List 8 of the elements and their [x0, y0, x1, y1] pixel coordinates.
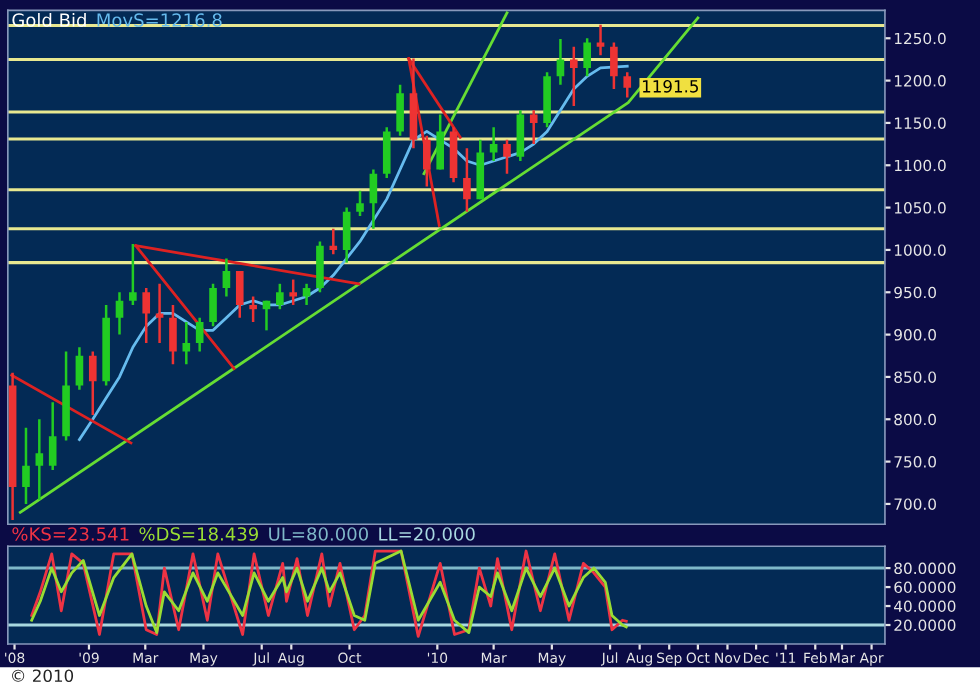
ref-line-label: UL=80.000 — [269, 527, 368, 541]
text: © 2010 — [12, 669, 74, 683]
text: MovS=1216.8 — [97, 13, 222, 27]
series-label: %KS=23.541 — [12, 527, 129, 541]
chart-title: Gold Bid — [12, 12, 86, 27]
annotation: 1191.5 — [642, 80, 698, 93]
series-label: %DS=18.439 — [139, 527, 258, 541]
ref-line-label: LL=20.000 — [379, 527, 475, 541]
